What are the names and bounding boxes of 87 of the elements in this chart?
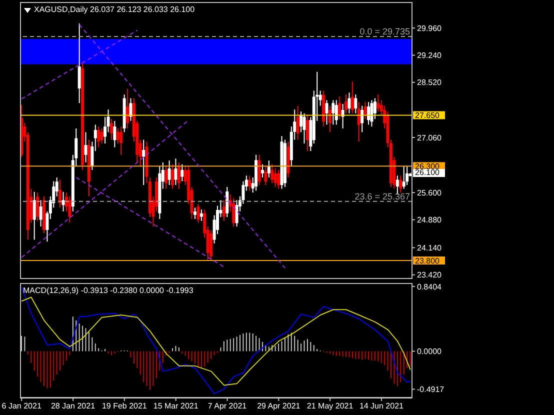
candlestick: [328, 105, 332, 133]
candlestick: [364, 102, 367, 120]
x-tick-label: 7 Apr 2021: [208, 402, 248, 411]
y-tick-label: 29.240: [417, 51, 442, 60]
candlestick: [376, 94, 380, 112]
candlestick: [296, 105, 300, 140]
candlestick: [338, 96, 342, 120]
candlestick: [360, 105, 364, 133]
ref-line-label: 23.6 = 25.367: [354, 191, 410, 202]
candlestick: [168, 160, 171, 186]
candlestick: [62, 191, 65, 212]
candlestick: [174, 158, 178, 186]
candlestick: [100, 128, 104, 144]
y-tick-label: 27.060: [417, 133, 442, 142]
candlestick: [164, 166, 168, 190]
ref-line-label: 27.650: [415, 111, 440, 120]
y-tick-label: 28.520: [417, 78, 442, 88]
candlestick: [274, 168, 277, 188]
candlestick: [126, 88, 130, 129]
ref-line-label: 0.0 = 29.735: [360, 26, 410, 37]
candlestick: [113, 120, 116, 148]
candlestick: [36, 192, 40, 222]
chart-title: MACD(12,26,9) -0.3913 -0.2380 0.0000 -0.1993: [23, 286, 194, 295]
candlestick: [110, 118, 113, 140]
y-tick-label: 25.600: [417, 188, 442, 198]
candlestick: [120, 126, 123, 156]
candlestick: [226, 186, 229, 218]
candlestick: [306, 114, 309, 152]
y-tick-label: 29.960: [417, 24, 442, 33]
x-tick-label: 28 Jan 2021: [50, 402, 96, 411]
candlestick: [350, 81, 354, 114]
candlestick: [97, 126, 100, 148]
candlestick: [325, 100, 328, 126]
candlestick: [32, 191, 36, 240]
x-tick-label: 15 Mar 2021: [153, 402, 199, 411]
y-tick-label: 23.420: [417, 270, 442, 280]
x-tick-label: 29 Apr 2021: [257, 402, 301, 411]
y-tick-label: 0.8404: [417, 282, 442, 292]
x-tick-label: 19 Feb 2021: [102, 402, 148, 411]
candlestick: [84, 132, 88, 163]
candlestick: [264, 166, 268, 186]
chart-title: XAGUSD,Daily 26.037 26.123 26.033 26.100: [34, 5, 195, 14]
candlestick: [277, 169, 280, 190]
candlestick: [222, 200, 226, 222]
candlestick: [210, 230, 213, 262]
candlestick: [180, 164, 184, 182]
candlestick: [406, 166, 409, 186]
candlestick: [348, 92, 351, 114]
candlestick: [194, 207, 197, 220]
line-series: [21, 296, 411, 386]
ref-line-label: 23.800: [415, 256, 440, 266]
candlestick: [58, 179, 62, 208]
candlestick: [399, 175, 402, 194]
candlestick: [354, 94, 358, 114]
candlestick: [116, 128, 120, 144]
candlestick: [177, 162, 180, 190]
text: 26.100: [413, 168, 445, 177]
candlestick: [402, 166, 406, 190]
candlestick: [248, 175, 252, 192]
candlestick: [396, 175, 399, 195]
candlestick: [332, 100, 335, 126]
candlestick: [142, 139, 146, 186]
candlestick: [260, 164, 264, 178]
candlestick: [370, 100, 374, 128]
candlestick: [196, 203, 200, 224]
candlestick: [344, 94, 348, 114]
candlestick: [235, 200, 238, 228]
candlestick: [78, 23, 81, 104]
x-tick-label: 21 May 2021: [306, 402, 354, 411]
y-tick-label: 24.880: [417, 216, 442, 225]
candlestick: [232, 198, 236, 228]
candlestick: [270, 164, 274, 184]
y-tick-label: 0.0000: [417, 347, 442, 356]
candlestick: [258, 154, 261, 186]
candlestick: [39, 200, 42, 228]
candlestick: [357, 102, 360, 142]
candlestick: [367, 102, 370, 126]
candlestick: [129, 98, 132, 122]
candlestick: [171, 164, 174, 190]
candlestick: [334, 100, 338, 126]
candlestick: [302, 112, 306, 144]
y-tick-label: -0.4917: [417, 385, 445, 394]
candlestick: [267, 160, 270, 178]
x-tick-label: 14 Jun 2021: [359, 402, 404, 411]
x-tick-label: 6 Jan 2021: [2, 402, 42, 411]
candlestick: [68, 196, 72, 224]
y-tick-label: 24.140: [417, 244, 442, 253]
